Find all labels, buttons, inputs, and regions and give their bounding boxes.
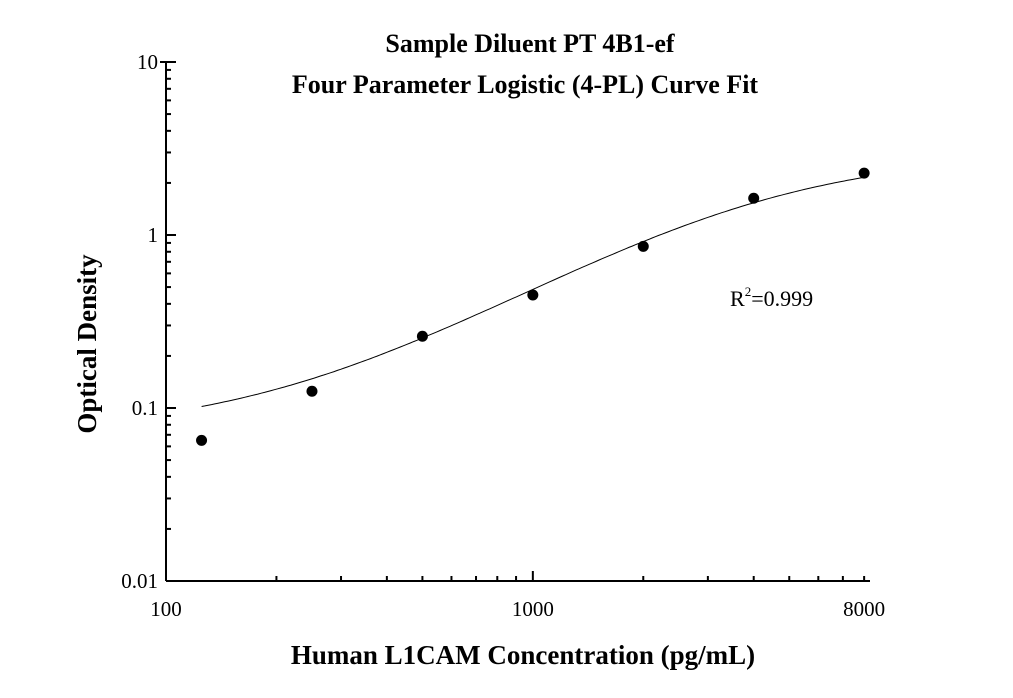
y-tick-label: 1 bbox=[148, 223, 159, 247]
chart-title: Sample Diluent PT 4B1-ef bbox=[385, 29, 674, 58]
data-point bbox=[748, 192, 760, 204]
data-points bbox=[196, 167, 870, 446]
r-squared-annotation: R2=0.999 bbox=[730, 284, 813, 311]
data-point bbox=[416, 330, 428, 342]
y-tick-label: 0.01 bbox=[121, 569, 158, 593]
data-point bbox=[306, 385, 318, 397]
tick-labels: 0.01 0.1 1 10 100 1000 8000 bbox=[121, 50, 885, 621]
r-label: R bbox=[730, 286, 745, 311]
x-tick-label: 8000 bbox=[843, 597, 885, 621]
data-point bbox=[637, 240, 649, 252]
y-tick-label: 10 bbox=[137, 50, 158, 74]
axes bbox=[160, 61, 870, 582]
r-value: =0.999 bbox=[751, 286, 813, 311]
data-point bbox=[858, 167, 870, 179]
y-tick-label: 0.1 bbox=[132, 396, 158, 420]
r-superscript: 2 bbox=[745, 284, 752, 299]
chart-subtitle: Four Parameter Logistic (4-PL) Curve Fit bbox=[292, 70, 759, 99]
data-point bbox=[196, 434, 208, 446]
data-point bbox=[527, 289, 539, 301]
x-axis-label: Human L1CAM Concentration (pg/mL) bbox=[291, 640, 755, 670]
y-axis-label: Optical Density bbox=[72, 254, 102, 434]
x-tick-label: 1000 bbox=[512, 597, 554, 621]
x-tick-label: 100 bbox=[150, 597, 182, 621]
